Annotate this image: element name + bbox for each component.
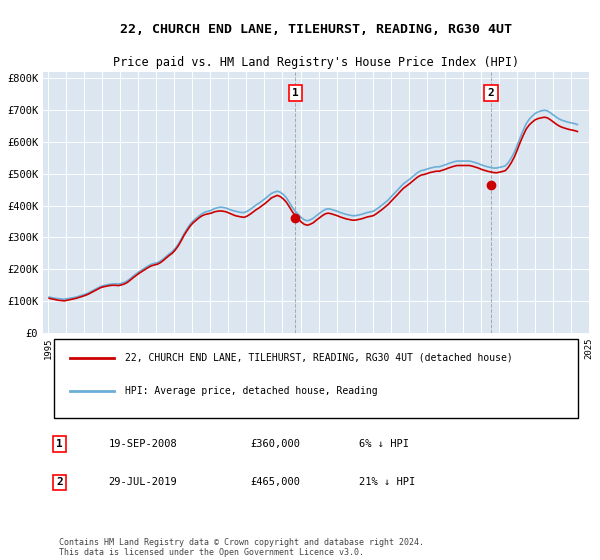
Text: 2: 2 xyxy=(56,478,63,487)
Text: Price paid vs. HM Land Registry's House Price Index (HPI): Price paid vs. HM Land Registry's House … xyxy=(113,56,519,69)
Text: 29-JUL-2019: 29-JUL-2019 xyxy=(109,478,177,487)
Text: 1: 1 xyxy=(292,88,299,98)
Text: 6% ↓ HPI: 6% ↓ HPI xyxy=(359,439,409,449)
Text: £465,000: £465,000 xyxy=(250,478,301,487)
Text: 19-SEP-2008: 19-SEP-2008 xyxy=(109,439,177,449)
Text: 22, CHURCH END LANE, TILEHURST, READING, RG30 4UT (detached house): 22, CHURCH END LANE, TILEHURST, READING,… xyxy=(125,353,512,363)
Text: £360,000: £360,000 xyxy=(250,439,301,449)
FancyBboxPatch shape xyxy=(54,339,578,418)
Text: HPI: Average price, detached house, Reading: HPI: Average price, detached house, Read… xyxy=(125,386,377,396)
Text: Contains HM Land Registry data © Crown copyright and database right 2024.
This d: Contains HM Land Registry data © Crown c… xyxy=(59,538,424,557)
Text: 1: 1 xyxy=(56,439,63,449)
Text: 2: 2 xyxy=(487,88,494,98)
Text: 22, CHURCH END LANE, TILEHURST, READING, RG30 4UT: 22, CHURCH END LANE, TILEHURST, READING,… xyxy=(120,23,512,36)
Text: 21% ↓ HPI: 21% ↓ HPI xyxy=(359,478,416,487)
